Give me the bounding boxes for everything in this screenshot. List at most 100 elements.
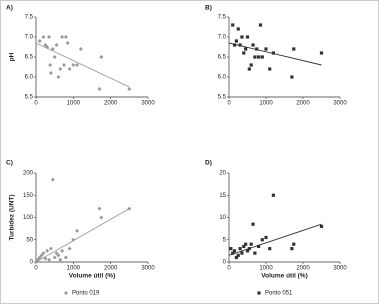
point xyxy=(290,75,294,79)
point xyxy=(37,255,42,260)
point xyxy=(99,215,104,220)
point xyxy=(236,253,240,257)
x-tick-label: 0 xyxy=(34,266,38,272)
point xyxy=(48,71,53,75)
y-tick-label: 6.5 xyxy=(25,55,34,61)
y-tick-label: 50 xyxy=(26,237,33,243)
point xyxy=(47,257,52,262)
point xyxy=(258,23,263,27)
point xyxy=(240,251,244,255)
point xyxy=(253,251,257,255)
y-tick-label: 5.5 xyxy=(25,95,34,101)
x-tick-label: 3000 xyxy=(141,101,155,107)
point xyxy=(268,67,272,71)
point xyxy=(231,23,235,27)
point xyxy=(78,47,83,51)
point xyxy=(63,35,68,39)
x-tick-label: 3000 xyxy=(333,101,347,107)
point xyxy=(292,47,296,51)
point xyxy=(251,43,255,47)
point xyxy=(50,177,55,182)
point xyxy=(54,43,59,47)
point xyxy=(245,35,250,39)
point xyxy=(71,63,76,67)
y-tick-label: 20 xyxy=(219,171,226,177)
point xyxy=(236,27,240,31)
point xyxy=(251,222,255,226)
point xyxy=(75,63,80,67)
point xyxy=(234,255,238,260)
point xyxy=(41,35,46,39)
point xyxy=(229,247,233,251)
point xyxy=(58,257,63,262)
y-tick-label: 15 xyxy=(219,193,226,199)
y-tick-label: 100 xyxy=(23,215,34,221)
point xyxy=(319,51,324,55)
x-tick-label: 2000 xyxy=(104,266,118,272)
panel-label: B) xyxy=(205,5,212,12)
x-tick-label: 1000 xyxy=(259,101,273,107)
point xyxy=(39,253,44,258)
x-tick-label: 3000 xyxy=(333,266,347,272)
point xyxy=(319,224,324,228)
point xyxy=(290,247,294,251)
point xyxy=(75,228,80,233)
point xyxy=(99,55,104,59)
y-axis-label: Turbidez (UNT) xyxy=(9,194,16,240)
y-tick-label: 5.5 xyxy=(218,95,227,101)
y-tick-label: 150 xyxy=(23,193,34,199)
x-tick-label: 0 xyxy=(227,266,231,272)
point xyxy=(41,251,46,256)
point xyxy=(257,55,261,59)
point xyxy=(249,242,253,246)
point xyxy=(37,39,42,43)
y-tick-label: 7.0 xyxy=(218,35,227,41)
x-tick-label: 2000 xyxy=(296,101,310,107)
panel-label: D) xyxy=(205,160,212,167)
point xyxy=(67,67,72,71)
x-tick-label: 3000 xyxy=(141,266,155,272)
panel-label: A) xyxy=(6,5,13,12)
point xyxy=(54,251,59,256)
x-tick-label: 1000 xyxy=(259,266,273,272)
trend-line xyxy=(228,42,322,66)
point xyxy=(48,246,53,251)
point xyxy=(127,87,132,91)
panel-label: C) xyxy=(6,160,13,167)
x-tick-label: 0 xyxy=(34,101,38,107)
x-tick-label: 2000 xyxy=(296,266,310,272)
y-tick-label: 200 xyxy=(23,171,34,177)
x-axis-label: Volume útil (%) xyxy=(69,273,115,280)
trend-line xyxy=(228,223,322,256)
point xyxy=(268,247,272,251)
point xyxy=(260,238,264,242)
x-axis-label: Volume útil (%) xyxy=(261,273,307,280)
point xyxy=(271,193,275,197)
point xyxy=(45,248,50,253)
point xyxy=(292,242,296,246)
point xyxy=(271,51,275,55)
y-tick-label: 10 xyxy=(219,215,226,221)
point xyxy=(97,206,102,211)
point xyxy=(65,41,70,45)
point xyxy=(238,247,242,251)
y-tick-label: 0 xyxy=(223,260,227,266)
y-tick-label: 7.0 xyxy=(25,35,34,41)
legend-marker xyxy=(257,291,261,295)
point xyxy=(247,67,251,71)
x-tick-label: 1000 xyxy=(67,266,81,272)
point xyxy=(257,244,261,249)
point xyxy=(232,43,237,47)
point xyxy=(260,55,264,59)
point xyxy=(245,249,250,253)
point xyxy=(47,35,52,39)
point xyxy=(244,47,248,51)
y-tick-label: 7.5 xyxy=(218,15,227,21)
x-tick-label: 0 xyxy=(227,101,231,107)
point xyxy=(97,87,102,91)
point xyxy=(264,47,268,51)
point xyxy=(60,35,65,39)
point xyxy=(60,248,65,253)
